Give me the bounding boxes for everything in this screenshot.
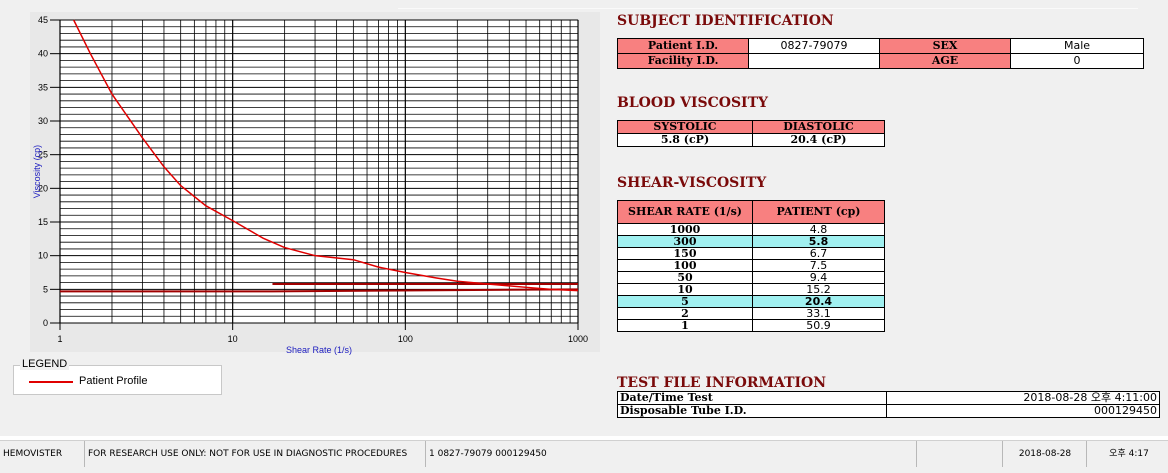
shear-rate-cell: 150 bbox=[617, 247, 753, 260]
y-axis-label: Viscosity (cp) bbox=[32, 145, 42, 198]
patient-value-cell: 7.5 bbox=[752, 259, 885, 272]
patient-value-cell: 33.1 bbox=[752, 307, 885, 320]
test-file-table: Date/Time Test 2018-08-28 오후 4:11:00 Dis… bbox=[617, 391, 1160, 418]
table-row: 1 50.9 bbox=[617, 319, 885, 332]
shear-rate-cell: 5 bbox=[617, 295, 753, 308]
table-row: 2 33.1 bbox=[617, 307, 885, 320]
x-tick-label: 10 bbox=[228, 334, 238, 344]
patient-value-cell: 6.7 bbox=[752, 247, 885, 260]
y-tick-label: 30 bbox=[38, 116, 48, 126]
x-tick-label: 100 bbox=[398, 334, 413, 344]
shear-rate-cell: 2 bbox=[617, 307, 753, 320]
top-divider bbox=[398, 8, 1138, 9]
y-tick-label: 20 bbox=[38, 183, 48, 193]
plot-area bbox=[59, 19, 579, 324]
y-tick-label: 15 bbox=[38, 217, 48, 227]
shear-rate-header: SHEAR RATE (1/s) bbox=[617, 200, 753, 224]
patient-profile-series-line bbox=[73, 19, 579, 292]
tube-id-value: 000129450 bbox=[886, 404, 1160, 418]
patient-value-cell: 50.9 bbox=[752, 319, 885, 332]
blood-viscosity-table: SYSTOLIC DIASTOLIC 5.8 (cP) 20.4 (cP) bbox=[617, 120, 885, 147]
shear-rate-cell: 50 bbox=[617, 271, 753, 284]
datetime-label: Date/Time Test bbox=[617, 391, 887, 405]
status-empty-segment bbox=[916, 441, 1000, 467]
reference-line bbox=[60, 288, 579, 293]
patient-value-cell: 20.4 bbox=[752, 295, 885, 308]
sex-value: Male bbox=[1010, 38, 1144, 54]
status-record: 1 0827-79079 000129450 bbox=[425, 441, 547, 467]
facility-id-value bbox=[748, 53, 880, 69]
y-tick-label: 5 bbox=[43, 284, 48, 294]
diastolic-label: DIASTOLIC bbox=[752, 120, 885, 134]
table-row: 150 6.7 bbox=[617, 247, 885, 260]
table-row: 300 5.8 bbox=[617, 235, 885, 248]
blood-viscosity-heading: BLOOD VISCOSITY bbox=[617, 95, 769, 111]
viscosity-chart: 0 5 10 15 20 25 30 35 40 45 1 10 100 1000 Shear Rate (… bbox=[30, 12, 600, 355]
diastolic-value: 20.4 (cP) bbox=[752, 133, 885, 147]
y-tick-label: 45 bbox=[38, 15, 48, 25]
shear-viscosity-heading: SHEAR-VISCOSITY bbox=[617, 175, 767, 191]
legend-label: Patient Profile bbox=[79, 375, 148, 387]
y-tick-label: 25 bbox=[38, 150, 48, 160]
datetime-value: 2018-08-28 오후 4:11:00 bbox=[886, 391, 1160, 405]
shear-rate-cell: 300 bbox=[617, 235, 753, 248]
legend-title: LEGEND bbox=[20, 358, 70, 370]
shear-viscosity-table: SHEAR RATE (1/s) PATIENT (cp) 1000 4.8 3… bbox=[617, 200, 885, 332]
y-tick-label: 40 bbox=[38, 49, 48, 59]
systolic-label: SYSTOLIC bbox=[617, 120, 753, 134]
systolic-value: 5.8 (cP) bbox=[617, 133, 753, 147]
status-time: 오후 4:17 bbox=[1086, 441, 1168, 467]
table-row: 100 7.5 bbox=[617, 259, 885, 272]
patient-value-cell: 15.2 bbox=[752, 283, 885, 296]
table-row: 5 20.4 bbox=[617, 295, 885, 308]
test-file-heading: TEST FILE INFORMATION bbox=[617, 375, 827, 391]
subject-table: Patient I.D. 0827-79079 SEX Male Facilit… bbox=[617, 38, 1144, 69]
patient-id-value: 0827-79079 bbox=[748, 38, 880, 54]
patient-value-cell: 9.4 bbox=[752, 271, 885, 284]
table-row: 50 9.4 bbox=[617, 271, 885, 284]
x-tick-label: 1 bbox=[57, 334, 62, 344]
x-axis-label: Shear Rate (1/s) bbox=[286, 345, 352, 355]
status-app-name: HEMOVISTER bbox=[3, 449, 63, 459]
patient-value-cell: 5.8 bbox=[752, 235, 885, 248]
age-value: 0 bbox=[1010, 53, 1144, 69]
shear-rate-cell: 10 bbox=[617, 283, 753, 296]
age-label: AGE bbox=[879, 53, 1011, 69]
patient-value-cell: 4.8 bbox=[752, 223, 885, 236]
legend-line-swatch bbox=[29, 381, 73, 383]
table-row: 10 15.2 bbox=[617, 283, 885, 296]
table-row: 1000 4.8 bbox=[617, 223, 885, 236]
status-notice: FOR RESEARCH USE ONLY: NOT FOR USE IN DI… bbox=[84, 441, 407, 467]
patient-header: PATIENT (cp) bbox=[752, 200, 885, 224]
shear-rate-cell: 1000 bbox=[617, 223, 753, 236]
sex-label: SEX bbox=[879, 38, 1011, 54]
patient-id-label: Patient I.D. bbox=[617, 38, 749, 54]
shear-rate-cell: 1 bbox=[617, 319, 753, 332]
x-tick-label: 1000 bbox=[568, 334, 588, 344]
legend-box: LEGEND Patient Profile bbox=[13, 358, 222, 395]
shear-rate-cell: 100 bbox=[617, 259, 753, 272]
y-tick-label: 35 bbox=[38, 82, 48, 92]
y-tick-label: 0 bbox=[43, 318, 48, 328]
status-date: 2018-08-28 bbox=[1002, 441, 1084, 467]
y-tick-label: 10 bbox=[38, 251, 48, 261]
subject-heading: SUBJECT IDENTIFICATION bbox=[617, 13, 834, 29]
tube-id-label: Disposable Tube I.D. bbox=[617, 404, 887, 418]
facility-id-label: Facility I.D. bbox=[617, 53, 749, 69]
status-bar: HEMOVISTER FOR RESEARCH USE ONLY: NOT FO… bbox=[0, 440, 1168, 473]
